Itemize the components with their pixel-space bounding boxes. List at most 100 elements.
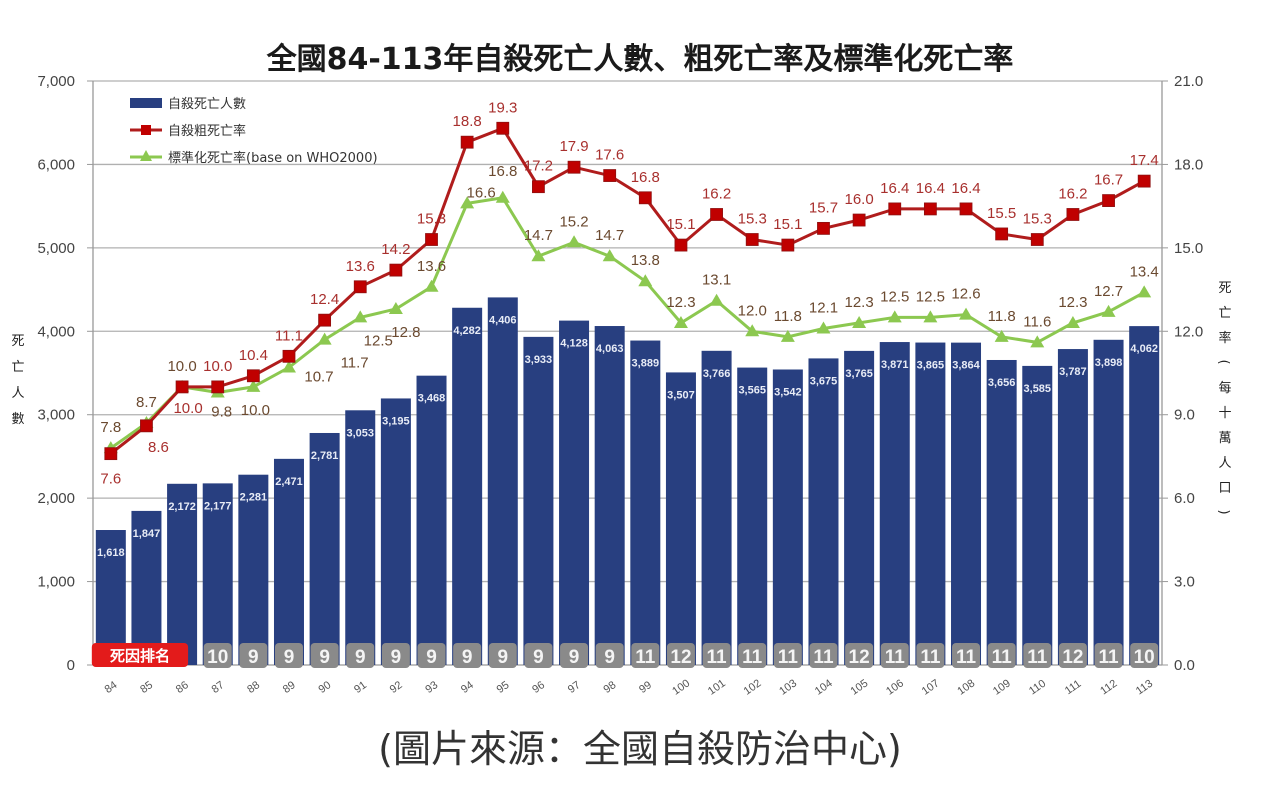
crude-rate-marker[interactable] [710, 208, 723, 221]
standardized-rate-marker[interactable] [745, 324, 760, 337]
crude-rate-marker[interactable] [781, 238, 795, 252]
bar-value-label: 3,889 [632, 358, 660, 370]
bar-113[interactable] [1129, 326, 1160, 665]
bar-109[interactable] [986, 359, 1017, 665]
bar-86[interactable] [167, 483, 198, 665]
crude-rate-marker[interactable] [496, 121, 510, 135]
bar-value-label: 3,871 [881, 359, 909, 371]
bar-84[interactable] [95, 530, 126, 665]
crude-rate-marker[interactable] [389, 263, 403, 277]
standardized-rate-marker[interactable] [816, 321, 831, 334]
standardized-rate-marker[interactable] [994, 329, 1009, 342]
crude-rate-marker[interactable] [1102, 194, 1115, 207]
crude-rate-marker[interactable] [995, 227, 1009, 241]
crude-rate-label: 10.0 [173, 400, 202, 417]
bar-100[interactable] [665, 372, 696, 665]
bar-88[interactable] [238, 474, 269, 665]
bar-93[interactable] [416, 375, 447, 665]
crude-rate-marker[interactable] [140, 419, 153, 433]
right-axis-title-char: 人 [1218, 456, 1231, 471]
crude-rate-marker[interactable] [888, 202, 902, 216]
crude-rate-marker[interactable] [353, 280, 367, 294]
crude-rate-marker[interactable] [817, 221, 830, 235]
crude-rate-marker[interactable] [425, 233, 438, 246]
bar-112[interactable] [1093, 339, 1124, 665]
crude-rate-marker[interactable] [959, 202, 973, 216]
crude-rate-marker[interactable] [603, 169, 617, 182]
standardized-rate-marker[interactable] [1030, 335, 1045, 348]
bar-95[interactable] [487, 297, 518, 665]
standardized-rate-marker[interactable] [281, 360, 296, 373]
left-axis-title-char: 數 [11, 412, 24, 427]
crude-rate-marker[interactable] [567, 160, 581, 174]
crude-rate-marker[interactable] [460, 135, 474, 149]
bar-value-label: 3,656 [988, 377, 1016, 389]
left-y-tick-label: 5,000 [37, 240, 75, 257]
standardized-rate-marker[interactable] [495, 190, 510, 203]
bar-104[interactable] [808, 358, 839, 665]
crude-rate-marker[interactable] [674, 238, 688, 252]
crude-rate-marker[interactable] [532, 180, 545, 194]
bar-91[interactable] [345, 410, 376, 665]
bar-98[interactable] [594, 326, 625, 665]
standardized-rate-marker[interactable] [673, 315, 688, 328]
standardized-rate-marker[interactable] [923, 310, 938, 323]
standardized-rate-marker[interactable] [1137, 285, 1152, 298]
crude-rate-marker[interactable] [1066, 208, 1080, 221]
bar-111[interactable] [1057, 349, 1088, 665]
bar-85[interactable] [131, 510, 162, 665]
bar-97[interactable] [559, 320, 590, 665]
bar-106[interactable] [879, 342, 910, 665]
left-y-tick-label: 1,000 [37, 574, 75, 591]
crude-rate-marker[interactable] [852, 213, 866, 227]
bar-102[interactable] [737, 367, 768, 665]
bar-107[interactable] [915, 342, 946, 665]
standardized-rate-marker[interactable] [959, 307, 974, 320]
crude-rate-marker[interactable] [745, 233, 759, 246]
bar-96[interactable] [523, 336, 554, 665]
standardized-rate-marker[interactable] [638, 274, 653, 287]
crude-rate-marker[interactable] [923, 202, 937, 216]
standardized-rate-marker[interactable] [602, 249, 617, 262]
standardized-rate-marker[interactable] [567, 235, 582, 248]
crude-rate-marker[interactable] [246, 369, 260, 383]
crude-rate-label: 19.3 [488, 99, 517, 116]
crude-rate-marker[interactable] [104, 447, 118, 461]
bar-105[interactable] [844, 350, 875, 665]
standardized-rate-marker[interactable] [709, 293, 724, 306]
crude-rate-marker[interactable] [282, 349, 296, 363]
standardized-rate-marker[interactable] [852, 315, 867, 328]
standardized-rate-marker[interactable] [246, 379, 261, 392]
standardized-rate-marker[interactable] [531, 249, 546, 262]
bar-90[interactable] [309, 432, 340, 665]
source-caption: (圖片來源：全國自殺防治中心) [378, 727, 902, 771]
crude-rate-marker[interactable] [1137, 174, 1151, 188]
crude-rate-label: 16.4 [916, 180, 945, 197]
standardized-rate-marker[interactable] [317, 332, 332, 345]
standardized-rate-marker[interactable] [887, 310, 902, 323]
bar-92[interactable] [380, 398, 411, 665]
bar-108[interactable] [951, 342, 982, 665]
left-axis-title-char: 人 [11, 386, 24, 401]
bar-87[interactable] [202, 483, 233, 665]
crude-rate-marker[interactable] [211, 380, 225, 394]
rank-value: 9 [497, 647, 508, 668]
standardized-rate-marker[interactable] [780, 329, 795, 342]
standardized-rate-marker[interactable] [353, 310, 368, 323]
bar-99[interactable] [630, 340, 661, 665]
crude-rate-marker[interactable] [175, 380, 189, 394]
crude-rate-marker[interactable] [1030, 233, 1044, 246]
standardized-rate-marker[interactable] [1101, 304, 1116, 317]
crude-rate-marker[interactable] [638, 191, 652, 205]
bar-103[interactable] [772, 369, 803, 665]
bar-94[interactable] [452, 307, 483, 665]
crude-rate-marker[interactable] [318, 313, 332, 327]
rank-badge [1094, 643, 1123, 668]
standardized-rate-marker[interactable] [460, 196, 475, 209]
bar-89[interactable] [273, 458, 304, 665]
standardized-rate-marker[interactable] [388, 302, 403, 315]
standardized-rate-marker[interactable] [1065, 315, 1080, 328]
bar-110[interactable] [1022, 365, 1053, 665]
standardized-rate-marker[interactable] [424, 279, 439, 292]
bar-101[interactable] [701, 350, 732, 665]
